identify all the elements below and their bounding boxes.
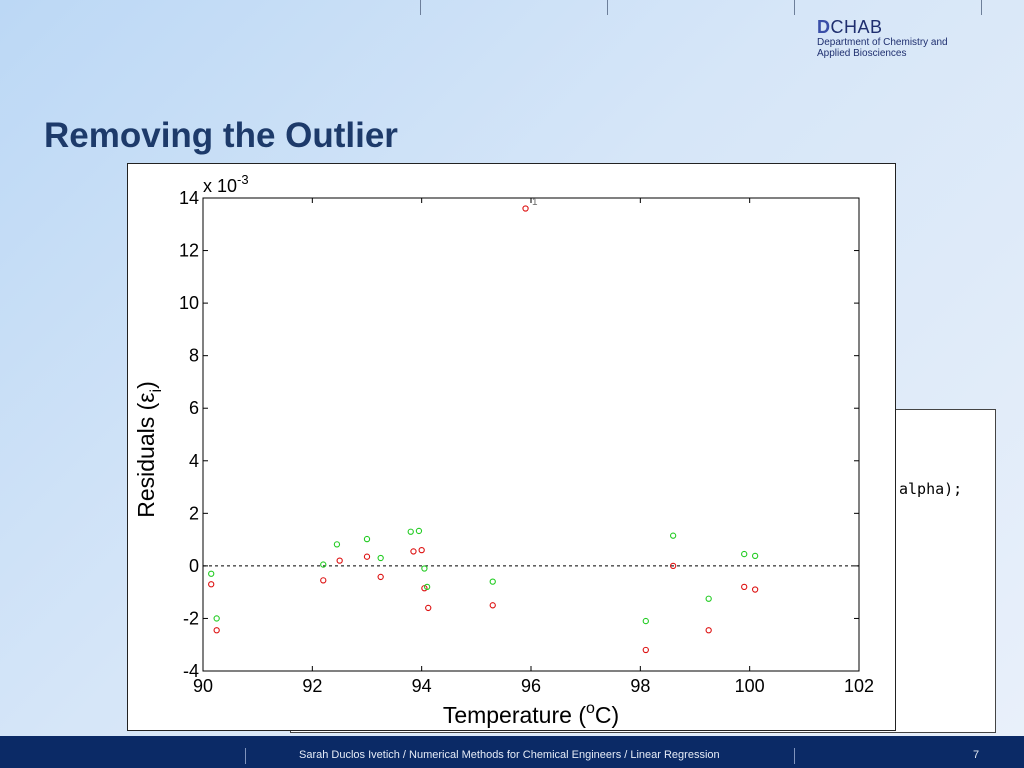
data-point	[642, 646, 649, 654]
data-point	[320, 577, 327, 584]
ruler-mark	[420, 0, 421, 15]
x-label-start: Temperature (	[443, 702, 587, 728]
y-axis-label: Residuals (εi)	[133, 381, 165, 518]
slide-title: Removing the Outlier	[44, 116, 398, 155]
footer-bar: Sarah Duclos Ivetich / Numerical Methods…	[0, 736, 1024, 768]
data-point	[377, 554, 384, 562]
data-point	[320, 561, 327, 568]
x-tick-label: 94	[412, 676, 432, 696]
logo-letter: D	[817, 17, 831, 37]
y-tick-label: 4	[189, 451, 199, 471]
figure-window: 90 92 94 96 98 100 102 -4 -2 0 2 4 6 8 10 12 14 x 10-3 T…	[127, 163, 896, 731]
y-exponent-power: -3	[237, 172, 249, 187]
data-point	[642, 617, 649, 625]
data-point	[415, 527, 423, 535]
data-point	[336, 557, 343, 564]
y-tick-label: 8	[189, 346, 199, 366]
data-point	[421, 565, 428, 572]
data-point	[669, 562, 677, 570]
data-point	[407, 528, 414, 535]
logo-word: CHAB	[830, 17, 883, 37]
data-point	[489, 602, 496, 609]
footer-separator	[245, 748, 246, 764]
y-tick-label: -4	[183, 661, 199, 681]
y-tick-label: 0	[189, 556, 199, 576]
ruler-mark	[607, 0, 608, 15]
outlier-annotation: 1	[532, 197, 538, 208]
data-point	[363, 553, 371, 560]
data-point	[751, 552, 759, 560]
data-point	[425, 604, 432, 612]
x-label-end: C)	[595, 702, 619, 728]
data-point	[208, 570, 215, 577]
y-tick-label: 2	[189, 503, 199, 523]
data-point	[669, 532, 677, 539]
x-tick-label: 100	[735, 676, 765, 696]
x-tick-label: 102	[844, 676, 874, 696]
x-axis-label: Temperature (oC)	[443, 700, 619, 728]
residuals-chart: 90 92 94 96 98 100 102 -4 -2 0 2 4 6 8 10 12 14 x 10-3 T…	[133, 172, 874, 728]
data-point	[522, 205, 529, 212]
ruler-mark	[981, 0, 982, 15]
footer-separator	[794, 748, 795, 764]
data-point	[418, 546, 425, 554]
data-point	[705, 595, 712, 602]
data-point	[751, 586, 759, 593]
data-point	[705, 627, 712, 634]
data-point	[377, 573, 384, 581]
page-number: 7	[973, 749, 980, 761]
y-label-end: )	[133, 381, 159, 389]
plot-frame	[202, 197, 860, 672]
code-fragment: alpha);	[899, 480, 963, 498]
y-tick-label: -2	[183, 608, 199, 628]
data-point	[208, 581, 215, 588]
dchab-logo: DCHAB Department of Chemistry and Applie…	[817, 17, 948, 59]
y-tick-label: 6	[189, 398, 199, 418]
data-point	[489, 578, 496, 585]
logo-line-1: Department of Chemistry and	[817, 37, 948, 48]
top-ruler	[0, 0, 1024, 16]
y-label-subscript: i	[148, 389, 165, 393]
ruler-mark	[794, 0, 795, 15]
x-tick-label: 92	[302, 676, 322, 696]
y-label-start: Residuals (ε	[133, 392, 159, 517]
data-point	[741, 583, 748, 591]
y-tick-label: 12	[179, 241, 199, 261]
x-tick-label: 98	[630, 676, 650, 696]
y-tick-label: 10	[179, 293, 199, 313]
y-tick-label: 14	[179, 188, 199, 208]
data-point	[213, 615, 220, 622]
data-point	[410, 548, 417, 555]
logo-line-2: Applied Biosciences	[817, 48, 907, 59]
data-point	[333, 541, 341, 548]
x-tick-label: 90	[193, 676, 213, 696]
y-exponent-label: x 10-3	[203, 172, 249, 196]
data-point	[423, 583, 431, 591]
data-point	[213, 627, 220, 634]
logo-wordmark: DCHAB	[817, 17, 948, 37]
y-exponent-base: x 10	[203, 176, 237, 196]
data-point	[363, 535, 371, 543]
x-tick-label: 96	[521, 676, 541, 696]
x-label-superscript: o	[586, 700, 595, 717]
data-point	[741, 550, 748, 558]
footer-text: Sarah Duclos Ivetich / Numerical Methods…	[299, 749, 720, 761]
